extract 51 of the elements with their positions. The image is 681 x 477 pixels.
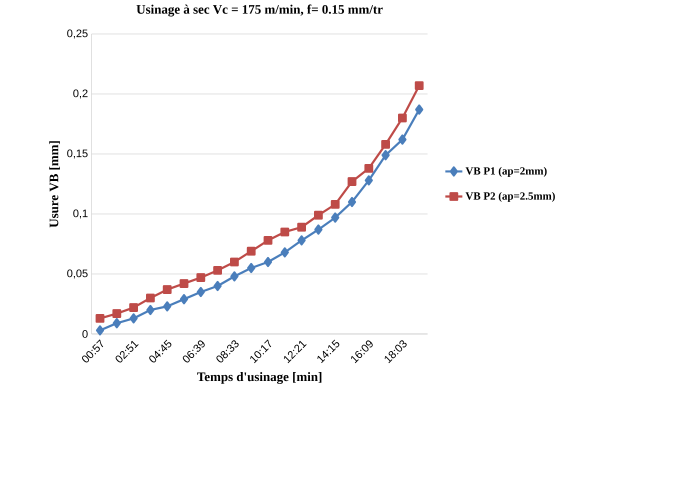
point xyxy=(146,294,155,302)
x-axis-title: Temps d'usinage [min] xyxy=(197,372,322,384)
point xyxy=(180,279,188,288)
point xyxy=(196,273,206,282)
point xyxy=(264,236,272,245)
point xyxy=(298,235,306,246)
point xyxy=(314,224,323,235)
point xyxy=(348,177,356,186)
point xyxy=(348,196,356,208)
point xyxy=(382,150,390,160)
y-tick-label: 0,25 xyxy=(67,29,88,39)
point xyxy=(112,318,121,328)
point xyxy=(96,314,104,323)
point xyxy=(381,140,390,149)
y-tick-label: 0,1 xyxy=(73,209,88,219)
point xyxy=(414,81,424,90)
point xyxy=(398,134,407,145)
point xyxy=(398,114,407,122)
y-tick-label: 0 xyxy=(82,330,88,338)
point xyxy=(264,256,272,268)
point xyxy=(163,301,172,312)
y-tick-label: 0,2 xyxy=(73,89,88,99)
point xyxy=(196,286,205,298)
point xyxy=(214,280,222,292)
point xyxy=(415,104,424,115)
chart-title: Usinage à sec Vc = 175 m/min, f= 0.15 mm/tr xyxy=(136,4,383,16)
y-tick-label: 0,05 xyxy=(67,269,88,279)
point xyxy=(247,262,256,274)
point xyxy=(180,294,188,304)
y-axis-title: Usure VB [mm] xyxy=(49,141,60,228)
point xyxy=(364,175,373,186)
point xyxy=(330,200,340,209)
point xyxy=(280,228,290,236)
point xyxy=(230,258,239,266)
point xyxy=(297,222,306,232)
legend-label: VB P1 (ap=2mm) xyxy=(466,166,547,177)
point xyxy=(314,210,323,220)
point xyxy=(112,309,122,318)
y-tick-label: 0,15 xyxy=(67,149,88,159)
point xyxy=(364,164,374,173)
point xyxy=(129,303,138,312)
point xyxy=(96,325,104,336)
point xyxy=(213,266,222,275)
point xyxy=(331,212,340,223)
point xyxy=(280,247,289,258)
point xyxy=(246,246,256,256)
point xyxy=(130,313,138,324)
point xyxy=(230,271,239,282)
point xyxy=(162,285,172,294)
point xyxy=(146,304,155,316)
legend-label: VB P2 (ap=2.5mm) xyxy=(466,192,555,202)
